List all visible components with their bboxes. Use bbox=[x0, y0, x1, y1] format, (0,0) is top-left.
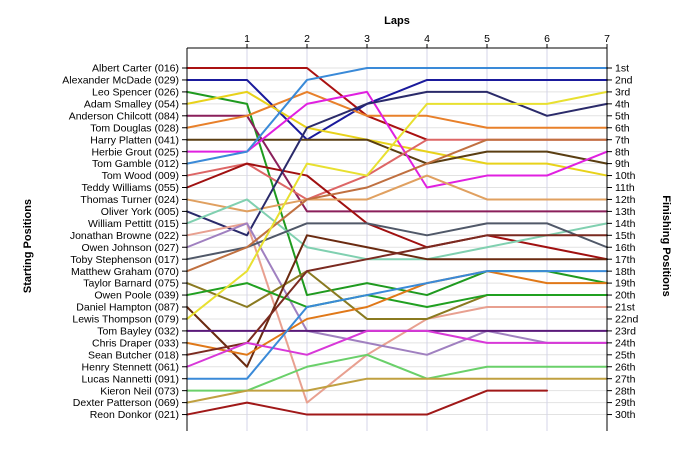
series-line-24 bbox=[186, 270, 608, 356]
finishing-position-label: 29th bbox=[615, 397, 636, 409]
starting-position-label: Alexander McDade (029) bbox=[62, 75, 179, 87]
finishing-position-label: 6th bbox=[615, 122, 630, 134]
finishing-position-label: 21st bbox=[615, 302, 635, 314]
series-lines bbox=[186, 67, 608, 416]
starting-position-label: Herbie Grout (025) bbox=[91, 146, 179, 158]
starting-position-label: Owen Poole (039) bbox=[94, 290, 179, 302]
finishing-position-label: 19th bbox=[615, 278, 636, 290]
y-axis-label-left: Starting Positions bbox=[22, 199, 34, 293]
finishing-position-label: 11th bbox=[615, 182, 635, 194]
starting-position-label: Kieron Neil (073) bbox=[100, 385, 179, 397]
finishing-position-label: 7th bbox=[615, 134, 630, 146]
series-line-22 bbox=[186, 90, 608, 320]
series-line-25 bbox=[186, 234, 608, 356]
series-line-14 bbox=[186, 198, 608, 261]
series-line-11 bbox=[186, 162, 608, 261]
starting-position-label: Jonathan Browne (022) bbox=[70, 230, 179, 242]
finishing-position-label: 26th bbox=[615, 361, 636, 373]
series-line-20 bbox=[186, 282, 608, 308]
starting-position-label: Albert Carter (016) bbox=[92, 63, 179, 75]
starting-position-label: Tom Gamble (012) bbox=[92, 158, 179, 170]
starting-position-label: Matthew Graham (070) bbox=[71, 266, 179, 278]
starting-position-label: Dexter Patterson (069) bbox=[73, 397, 179, 409]
finishing-position-label: 9th bbox=[615, 158, 630, 170]
finishing-position-label: 4th bbox=[615, 98, 630, 110]
starting-position-label: Thomas Turner (024) bbox=[80, 194, 179, 206]
series-line-5 bbox=[186, 114, 608, 213]
finishing-position-label: 2nd bbox=[615, 75, 633, 87]
series-line-13 bbox=[186, 90, 608, 237]
starting-position-label: Adam Smalley (054) bbox=[84, 98, 179, 110]
starting-position-label: Owen Johnson (027) bbox=[82, 242, 179, 254]
starting-position-label: Leo Spencer (026) bbox=[92, 87, 179, 99]
starting-position-label: Lucas Nannetti (091) bbox=[82, 373, 179, 385]
finishing-position-label: 15th bbox=[615, 230, 636, 242]
starting-position-label: Tom Wood (009) bbox=[102, 170, 179, 182]
series-line-2 bbox=[186, 78, 608, 141]
x-tick-label: 2 bbox=[304, 33, 310, 45]
finishing-position-label: 28th bbox=[615, 385, 636, 397]
finishing-position-label: 1st bbox=[615, 63, 629, 75]
starting-position-label: Toby Stephenson (017) bbox=[70, 254, 179, 266]
starting-position-label: Oliver York (005) bbox=[101, 206, 179, 218]
finishing-position-label: 12th bbox=[615, 194, 636, 206]
finishing-position-label: 14th bbox=[615, 218, 636, 230]
starting-position-label: Tom Douglas (028) bbox=[90, 122, 179, 134]
finishing-position-label: 16th bbox=[615, 242, 636, 254]
x-tick-label: 7 bbox=[604, 33, 610, 45]
axes bbox=[182, 44, 612, 431]
series-line-6 bbox=[186, 90, 608, 129]
finishing-position-label: 5th bbox=[615, 110, 630, 122]
series-line-28 bbox=[186, 353, 608, 392]
finishing-position-label: 18th bbox=[615, 266, 636, 278]
starting-position-label: Reon Donkor (021) bbox=[90, 409, 179, 421]
x-tick-label: 4 bbox=[424, 33, 430, 45]
series-line-29 bbox=[186, 377, 608, 404]
starting-position-label: Harry Platten (041) bbox=[90, 134, 179, 146]
x-tick-label: 5 bbox=[484, 33, 490, 45]
finishing-position-label: 17th bbox=[615, 254, 636, 266]
finishing-position-label: 24th bbox=[615, 337, 636, 349]
starting-position-label: Anderson Chilcott (084) bbox=[69, 110, 179, 122]
finishing-position-label: 23rd bbox=[615, 326, 636, 338]
starting-position-label: Teddy Williams (055) bbox=[82, 182, 179, 194]
finishing-position-label: 3rd bbox=[615, 87, 630, 99]
finishing-position-label: 30th bbox=[615, 409, 636, 421]
x-tick-label: 3 bbox=[364, 33, 370, 45]
finishing-position-label: 27th bbox=[615, 373, 636, 385]
series-line-9 bbox=[186, 67, 608, 165]
series-line-27 bbox=[186, 270, 608, 380]
y-axis-label-right: Finishing Positions bbox=[660, 195, 672, 296]
x-tick-label: 6 bbox=[544, 33, 550, 45]
finishing-position-label: 20th bbox=[615, 290, 636, 302]
starting-position-label: Taylor Barnard (075) bbox=[83, 278, 179, 290]
series-line-12 bbox=[186, 174, 608, 213]
starting-position-label: Daniel Hampton (087) bbox=[76, 302, 179, 314]
starting-position-label: Chris Draper (033) bbox=[92, 337, 179, 349]
finishing-position-label: 8th bbox=[615, 146, 630, 158]
finishing-position-label: 22nd bbox=[615, 314, 639, 326]
starting-position-label: Henry Stennett (061) bbox=[82, 361, 179, 373]
finishing-position-label: 13th bbox=[615, 206, 636, 218]
finishing-position-label: 10th bbox=[615, 170, 636, 182]
series-line-26 bbox=[186, 329, 608, 368]
labels: 1 2 3 4 5 6 7 Albert Carter (016)Alexander McDa… bbox=[62, 33, 638, 421]
starting-position-label: Lewis Thompson (079) bbox=[72, 314, 179, 326]
finishing-position-label: 25th bbox=[615, 349, 636, 361]
series-line-30 bbox=[186, 389, 548, 416]
series-line-18 bbox=[186, 138, 608, 273]
chart-title: Laps bbox=[384, 15, 410, 27]
x-tick-label: 1 bbox=[244, 33, 250, 45]
series-line-17 bbox=[186, 222, 608, 261]
series-line-16 bbox=[186, 222, 608, 356]
series-line-4 bbox=[186, 90, 608, 177]
starting-position-label: Tom Bayley (032) bbox=[97, 326, 179, 338]
starting-position-label: William Pettitt (015) bbox=[88, 218, 179, 230]
starting-position-label: Sean Butcher (018) bbox=[88, 349, 179, 361]
